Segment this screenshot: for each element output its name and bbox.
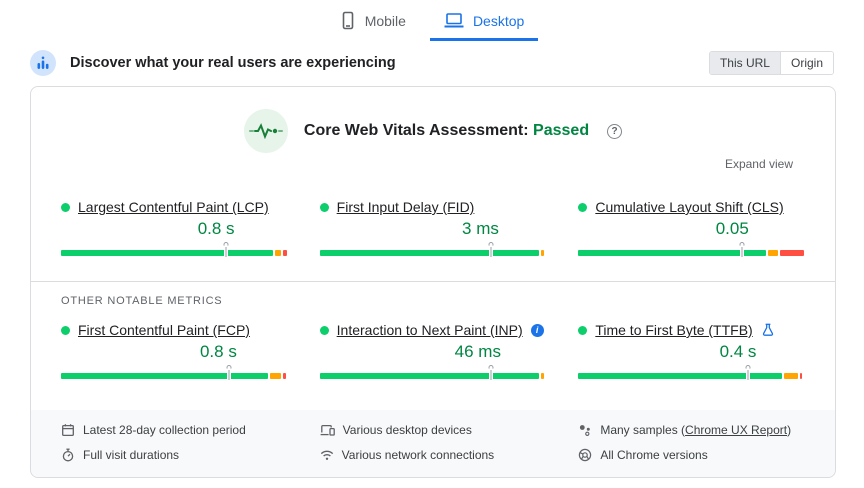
metric-inp: Interaction to Next Paint (INP) i 46 ms bbox=[319, 322, 547, 380]
poor-segment bbox=[799, 373, 803, 379]
metric-link-ttfb[interactable]: Time to First Byte (TTFB) bbox=[595, 322, 753, 338]
calendar-icon bbox=[62, 424, 74, 437]
desktop-icon bbox=[444, 12, 464, 29]
metric-link-cls[interactable]: Cumulative Layout Shift (CLS) bbox=[595, 199, 784, 215]
distribution-bar-lcp bbox=[61, 242, 288, 257]
other-metrics-label: OTHER NOTABLE METRICS bbox=[61, 295, 223, 307]
good-segment bbox=[61, 373, 269, 379]
good-status-dot bbox=[319, 202, 329, 212]
stopwatch-icon bbox=[62, 448, 74, 462]
metric-fcp: First Contentful Paint (FCP) 0.8 s bbox=[61, 322, 288, 380]
metric-value-fid: 3 ms bbox=[462, 219, 499, 238]
cwv-assessment-card: Core Web Vitals Assessment: Passed ? Exp… bbox=[30, 86, 836, 478]
devices-note: Various desktop devices bbox=[320, 423, 547, 437]
mobile-icon bbox=[340, 11, 356, 30]
metric-link-inp[interactable]: Interaction to Next Paint (INP) bbox=[336, 322, 523, 338]
network-note: Various network connections bbox=[320, 448, 547, 462]
this-url-button[interactable]: This URL bbox=[709, 52, 780, 74]
metric-cls: Cumulative Layout Shift (CLS) 0.05 bbox=[578, 199, 805, 257]
good-segment bbox=[319, 373, 539, 379]
p75-marker bbox=[226, 365, 232, 380]
cwv-assessment-header: Core Web Vitals Assessment: Passed ? bbox=[31, 109, 835, 153]
good-segment bbox=[578, 373, 783, 379]
needs-improvement-segment bbox=[540, 250, 545, 256]
cwv-assessment-status: Passed bbox=[533, 122, 590, 139]
metric-value-fcp: 0.8 s bbox=[199, 342, 237, 361]
core-metrics-row: Largest Contentful Paint (LCP) 0.8 s bbox=[31, 199, 835, 257]
other-metrics-row: First Contentful Paint (FCP) 0.8 s bbox=[31, 322, 835, 380]
samples-note: Many samples (Chrome UX Report) bbox=[578, 423, 805, 437]
metric-value-cls: 0.05 bbox=[715, 219, 749, 238]
metric-lcp: Largest Contentful Paint (LCP) 0.8 s bbox=[61, 199, 288, 257]
info-icon[interactable]: i bbox=[530, 323, 544, 337]
good-status-dot bbox=[319, 325, 329, 335]
chrome-ux-report-link[interactable]: Chrome UX Report bbox=[685, 423, 788, 437]
pulse-icon bbox=[243, 109, 288, 153]
device-tabs: Mobile Desktop bbox=[0, 0, 864, 41]
field-data-header: Discover what your real users are experi… bbox=[0, 41, 864, 86]
needs-improvement-segment bbox=[784, 373, 798, 379]
distribution-bar-fid bbox=[319, 242, 547, 257]
p75-marker bbox=[223, 242, 229, 257]
good-status-dot bbox=[578, 202, 588, 212]
good-status-dot bbox=[61, 325, 70, 335]
metric-link-fid[interactable]: First Input Delay (FID) bbox=[336, 199, 475, 215]
origin-button[interactable]: Origin bbox=[779, 52, 833, 74]
p75-marker bbox=[739, 242, 745, 257]
p75-marker bbox=[745, 365, 751, 380]
metric-value-lcp: 0.8 s bbox=[197, 219, 235, 238]
metric-ttfb: Time to First Byte (TTFB) 0.4 s bbox=[578, 322, 805, 380]
metric-value-inp: 46 ms bbox=[454, 342, 501, 361]
scope-toggle: This URL Origin bbox=[708, 51, 834, 75]
metric-link-fcp[interactable]: First Contentful Paint (FCP) bbox=[78, 322, 250, 338]
needs-improvement-segment bbox=[540, 373, 545, 379]
good-status-dot bbox=[578, 325, 588, 335]
needs-improvement-segment bbox=[274, 250, 281, 256]
section-divider bbox=[31, 281, 835, 282]
distribution-bar-inp bbox=[319, 365, 547, 380]
tab-mobile-label: Mobile bbox=[364, 12, 406, 29]
cwv-assessment-label: Core Web Vitals Assessment: bbox=[303, 122, 529, 139]
chrome-icon bbox=[579, 448, 592, 462]
good-segment bbox=[578, 250, 767, 256]
visit-durations-note: Full visit durations bbox=[61, 448, 288, 462]
poor-segment bbox=[282, 250, 288, 256]
good-segment bbox=[61, 250, 273, 256]
expand-view-link[interactable]: Expand view bbox=[724, 157, 793, 171]
tab-mobile[interactable]: Mobile bbox=[326, 4, 420, 41]
real-users-chart-icon bbox=[30, 50, 56, 76]
help-icon[interactable]: ? bbox=[607, 123, 623, 139]
metric-link-lcp[interactable]: Largest Contentful Paint (LCP) bbox=[78, 199, 269, 215]
collection-footnotes: Latest 28-day collection period Full vis… bbox=[31, 410, 835, 477]
collection-period-note: Latest 28-day collection period bbox=[61, 423, 288, 437]
p75-marker bbox=[488, 365, 494, 380]
metric-value-ttfb: 0.4 s bbox=[719, 342, 757, 361]
metric-fid: First Input Delay (FID) 3 ms bbox=[319, 199, 547, 257]
devices-icon bbox=[320, 424, 335, 436]
chrome-versions-note: All Chrome versions bbox=[578, 448, 805, 462]
poor-segment bbox=[779, 250, 805, 256]
good-status-dot bbox=[61, 202, 70, 212]
distribution-bar-ttfb bbox=[578, 365, 805, 380]
pagespeed-field-panel: Mobile Desktop Discover what your real bbox=[0, 0, 864, 478]
tab-desktop-label: Desktop bbox=[472, 12, 525, 29]
needs-improvement-segment bbox=[270, 373, 281, 379]
good-segment bbox=[319, 250, 539, 256]
distribution-bar-cls bbox=[578, 242, 805, 257]
distribution-bar-fcp bbox=[61, 365, 288, 380]
tab-desktop[interactable]: Desktop bbox=[429, 4, 539, 41]
wifi-icon bbox=[320, 450, 333, 460]
field-header-title: Discover what your real users are experi… bbox=[70, 55, 396, 71]
needs-improvement-segment bbox=[768, 250, 778, 256]
experiment-flask-icon[interactable] bbox=[761, 323, 775, 337]
poor-segment bbox=[282, 373, 286, 379]
cwv-assessment-title: Core Web Vitals Assessment: Passed bbox=[304, 122, 589, 140]
samples-icon bbox=[580, 425, 591, 436]
p75-marker bbox=[488, 242, 494, 257]
